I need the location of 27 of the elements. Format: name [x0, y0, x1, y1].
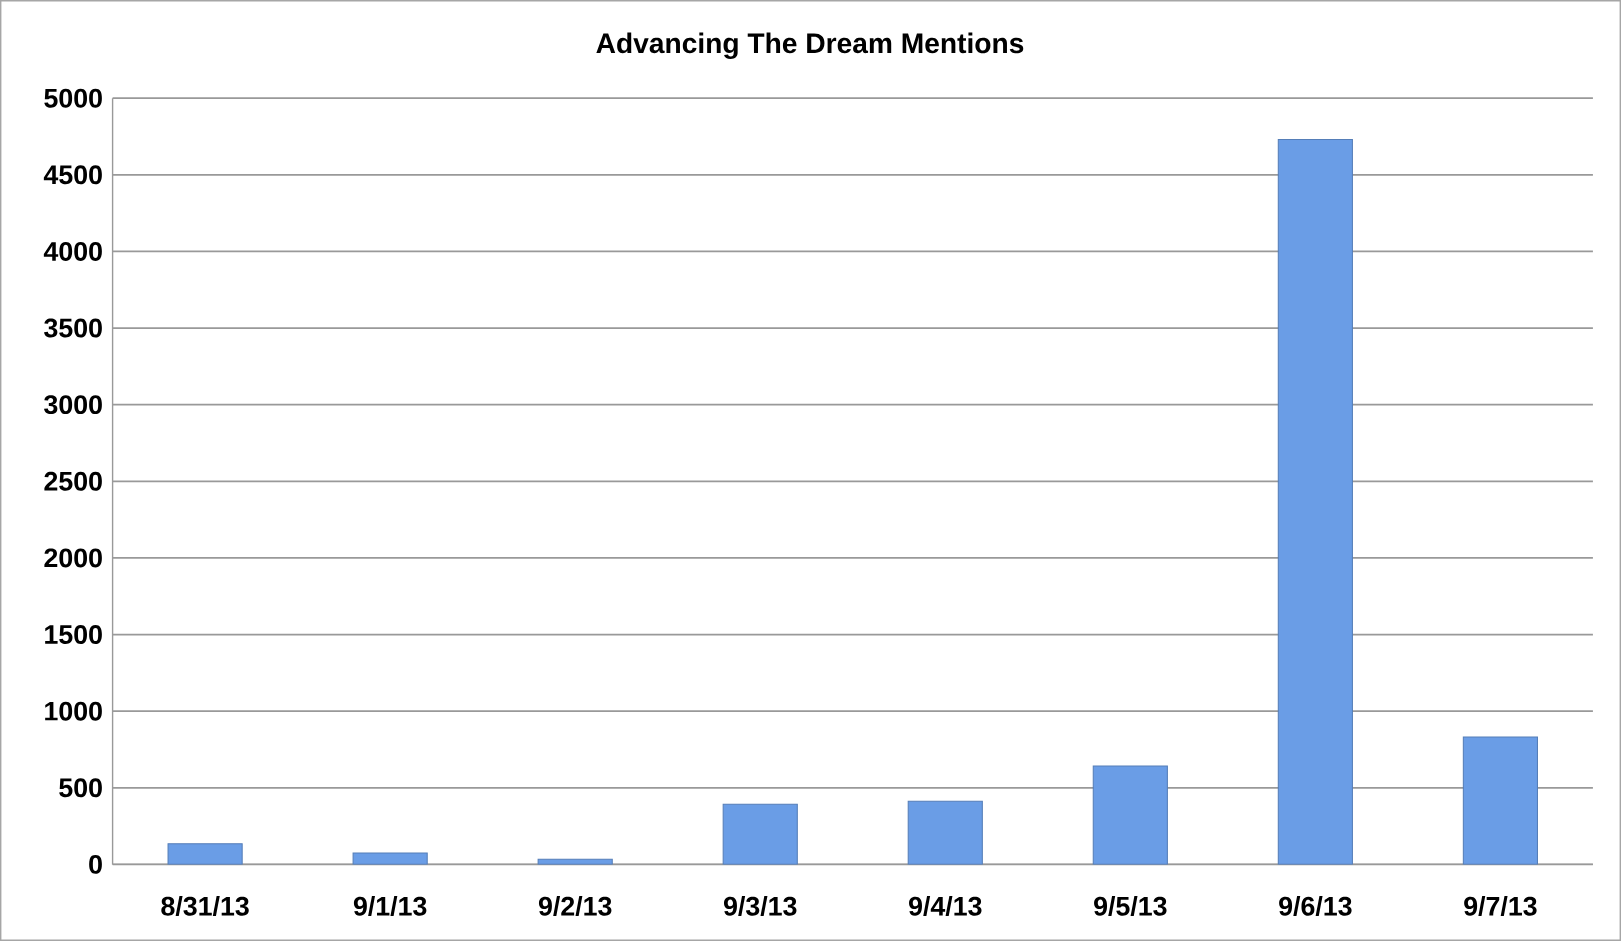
x-tick-label: 9/6/13 — [1279, 896, 1352, 917]
bar — [907, 800, 983, 865]
y-tick-label: 4000 — [43, 241, 102, 261]
y-tick-label: 5000 — [44, 88, 102, 108]
chart-title: Advancing The Dream Mentions — [596, 32, 1024, 59]
y-tick-label: 2000 — [44, 548, 102, 568]
y-tick-label: 4500 — [43, 165, 102, 185]
bar — [352, 852, 428, 865]
bar — [1277, 139, 1353, 865]
y-tick-label: 500 — [59, 778, 102, 798]
x-tick-label: 9/1/13 — [353, 896, 427, 917]
y-tick-label: 3000 — [44, 395, 102, 415]
y-tick-label: 3500 — [44, 318, 102, 338]
bar — [1092, 765, 1168, 865]
x-tick-label: 9/2/13 — [538, 896, 612, 917]
y-tick-label: 1000 — [45, 701, 102, 721]
x-tick-label: 9/3/13 — [723, 896, 797, 917]
x-tick-label: 9/7/13 — [1464, 896, 1537, 917]
x-tick-label: 9/4/13 — [909, 896, 982, 917]
y-tick-label: 0 — [89, 854, 102, 874]
y-tick-label: 1500 — [45, 625, 102, 645]
bar — [167, 843, 243, 865]
x-tick-label: 8/31/13 — [161, 896, 249, 917]
bar — [1462, 736, 1538, 865]
bar — [722, 803, 798, 865]
y-tick-label: 2500 — [44, 471, 102, 491]
x-tick-label: 9/5/13 — [1094, 896, 1167, 917]
